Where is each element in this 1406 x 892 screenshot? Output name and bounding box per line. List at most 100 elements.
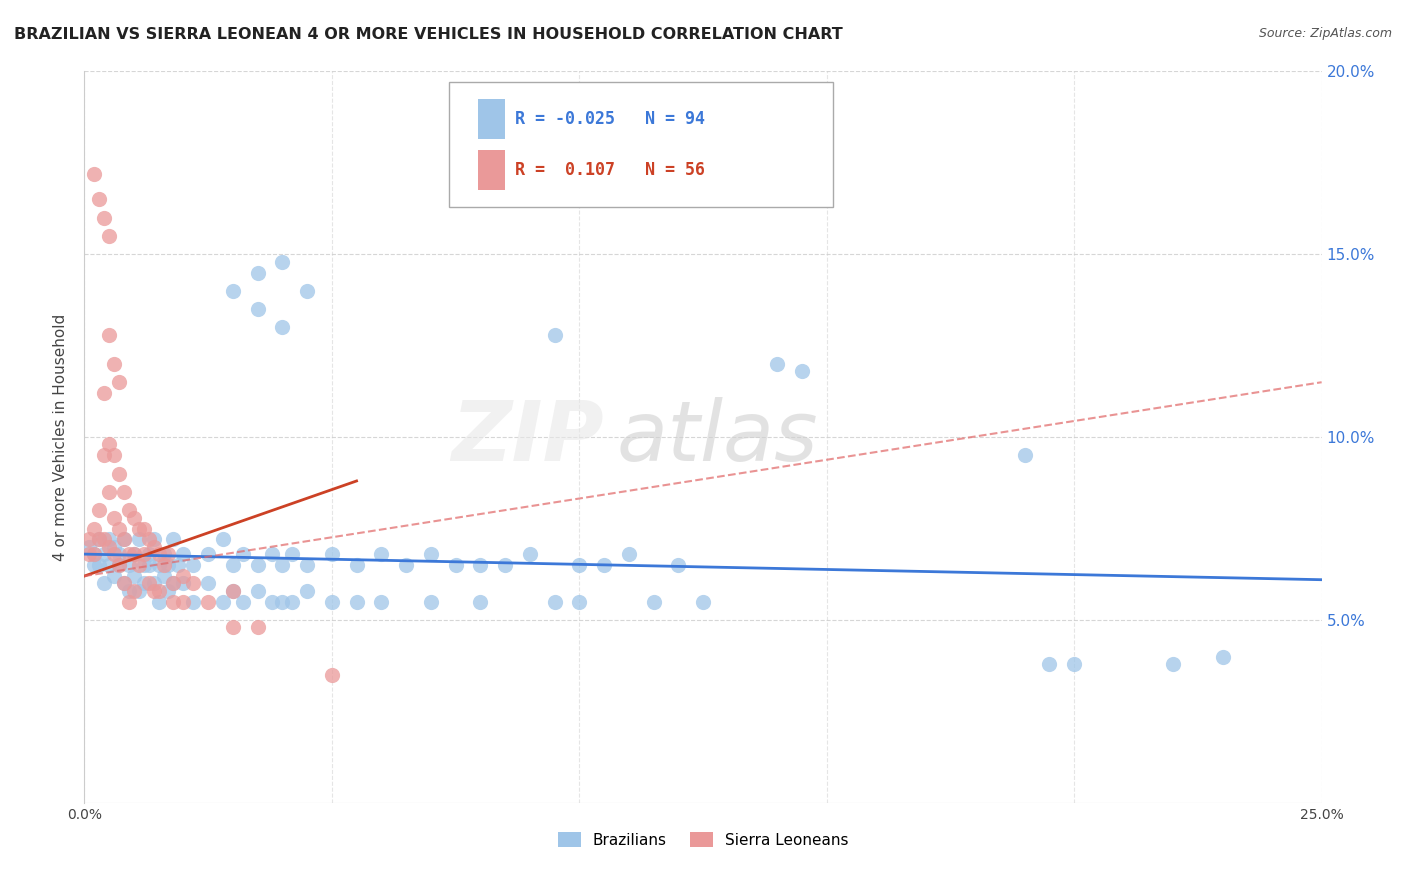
Point <box>148 558 170 573</box>
Point <box>98 558 121 573</box>
Point <box>138 558 160 573</box>
Point <box>246 301 269 317</box>
Point <box>444 558 467 573</box>
Point <box>172 594 194 608</box>
Point <box>281 594 304 608</box>
Point <box>112 533 135 547</box>
Point <box>93 547 115 561</box>
Point <box>112 533 135 547</box>
Point <box>132 558 155 573</box>
Point <box>162 576 184 591</box>
Point <box>212 533 235 547</box>
Point <box>543 594 565 608</box>
Point <box>162 594 184 608</box>
Point <box>346 594 368 608</box>
Point <box>197 576 219 591</box>
Point <box>93 386 115 401</box>
Point <box>142 533 165 547</box>
Point <box>118 503 141 517</box>
Point <box>108 375 131 389</box>
Point <box>89 533 111 547</box>
Point <box>83 547 105 561</box>
Text: R =  0.107   N = 56: R = 0.107 N = 56 <box>515 161 704 179</box>
Point <box>162 533 184 547</box>
Point <box>103 357 125 371</box>
Point <box>222 620 245 634</box>
Point <box>93 576 115 591</box>
Point <box>197 594 219 608</box>
Point <box>108 521 131 535</box>
Point <box>108 558 131 573</box>
Point <box>122 547 145 561</box>
Point <box>112 576 135 591</box>
Point <box>98 533 121 547</box>
Point <box>181 576 204 591</box>
Bar <box>478 99 505 139</box>
Text: BRAZILIAN VS SIERRA LEONEAN 4 OR MORE VEHICLES IN HOUSEHOLD CORRELATION CHART: BRAZILIAN VS SIERRA LEONEAN 4 OR MORE VE… <box>14 27 842 42</box>
Point <box>112 485 135 500</box>
Point <box>172 547 194 561</box>
Point <box>346 558 368 573</box>
Point <box>128 558 150 573</box>
Point <box>232 594 254 608</box>
Text: ZIP: ZIP <box>451 397 605 477</box>
Point <box>118 558 141 573</box>
Point <box>132 521 155 535</box>
Y-axis label: 4 or more Vehicles in Household: 4 or more Vehicles in Household <box>53 313 69 561</box>
Point <box>93 211 115 225</box>
Point <box>103 540 125 554</box>
Point <box>103 448 125 462</box>
Point <box>83 167 105 181</box>
Point <box>98 437 121 451</box>
Point <box>152 558 174 573</box>
Point <box>1161 657 1184 671</box>
Point <box>212 594 235 608</box>
Point <box>246 583 269 598</box>
Point <box>83 521 105 535</box>
Point <box>128 533 150 547</box>
Point <box>246 558 269 573</box>
Point <box>494 558 516 573</box>
Point <box>790 364 813 378</box>
Point <box>262 594 284 608</box>
Point <box>162 576 184 591</box>
Point <box>295 583 318 598</box>
Point <box>122 547 145 561</box>
Point <box>89 192 111 206</box>
Point <box>108 558 131 573</box>
Point <box>519 547 541 561</box>
Point <box>122 583 145 598</box>
Point <box>295 558 318 573</box>
Point <box>93 448 115 462</box>
Point <box>152 547 174 561</box>
Point <box>1212 649 1234 664</box>
Point <box>1063 657 1085 671</box>
Point <box>271 320 294 334</box>
Point <box>370 594 392 608</box>
Point <box>152 569 174 583</box>
Point <box>232 547 254 561</box>
Point <box>1014 448 1036 462</box>
Point <box>766 357 789 371</box>
Point <box>419 547 441 561</box>
Point <box>321 547 343 561</box>
Point <box>83 547 105 561</box>
Point <box>108 467 131 481</box>
Point <box>419 594 441 608</box>
Point <box>118 594 141 608</box>
Point <box>89 558 111 573</box>
Point <box>132 547 155 561</box>
Point <box>79 540 101 554</box>
Point <box>222 583 245 598</box>
Point <box>222 558 245 573</box>
Point <box>83 558 105 573</box>
Point <box>246 266 269 280</box>
Point <box>262 547 284 561</box>
Point <box>271 594 294 608</box>
Point <box>148 594 170 608</box>
Point <box>172 576 194 591</box>
Point <box>122 510 145 524</box>
Legend: Brazilians, Sierra Leoneans: Brazilians, Sierra Leoneans <box>551 825 855 854</box>
Point <box>98 540 121 554</box>
Point <box>157 547 180 561</box>
